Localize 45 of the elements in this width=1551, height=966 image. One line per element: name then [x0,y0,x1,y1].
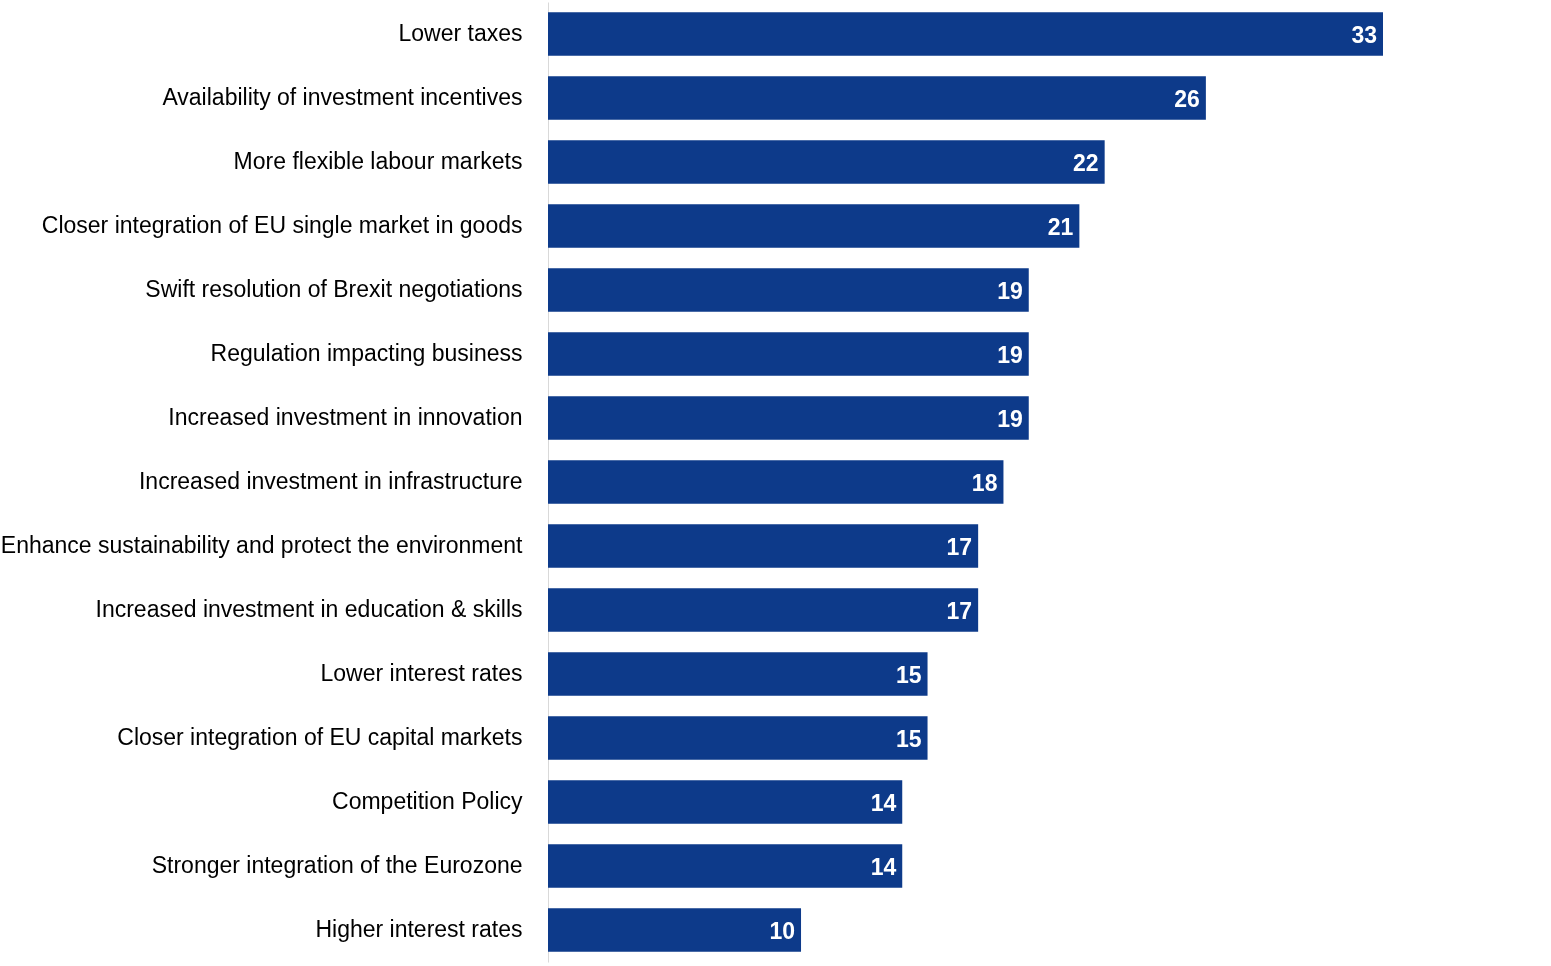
y-tick-label: Lower taxes [398,20,523,46]
bar [548,140,1105,184]
bar [548,12,1383,56]
data-label: 15 [895,662,922,688]
y-tick-label: Closer integration of EU single market in goods [41,212,523,238]
data-label: 17 [946,598,973,624]
data-label: 22 [1073,150,1099,176]
data-label: 19 [997,342,1023,368]
data-label: 21 [1047,214,1074,240]
data-label: 17 [946,534,973,560]
bar [548,332,1029,376]
bar [548,716,928,760]
bar [548,780,903,824]
data-label: 19 [997,406,1023,432]
y-tick-label: Regulation impacting business [210,340,523,366]
data-label: 14 [870,854,897,880]
y-tick-label: Swift resolution of Brexit negotiations [145,276,523,302]
y-tick-label: Availability of investment incentives [162,84,523,110]
y-tick-label: Lower interest rates [320,660,523,686]
data-label: 18 [971,470,998,496]
y-tick-label: Increased investment in education & skills [95,596,523,622]
data-label: 14 [870,790,897,816]
bar [548,844,903,888]
data-label: 26 [1174,86,1200,112]
data-label: 33 [1351,22,1377,48]
y-tick-label: Competition Policy [332,788,523,814]
y-tick-label: Increased investment in infrastructure [138,468,523,494]
y-tick-label: More flexible labour markets [233,148,523,174]
bar [548,460,1004,504]
bar [548,268,1029,312]
bar [548,588,979,632]
y-tick-label: Closer integration of EU capital markets [117,724,523,750]
y-tick-label: Higher interest rates [315,916,523,942]
y-tick-label: Enhance sustainability and protect the environment [0,532,524,558]
bar [548,396,1029,440]
data-label: 15 [895,726,922,752]
y-tick-label: Increased investment in innovation [168,404,523,430]
bar [548,524,979,568]
bar [548,76,1206,120]
bar [548,908,802,952]
data-label: 10 [769,918,796,944]
bar [548,652,928,696]
y-tick-label: Stronger integration of the Eurozone [151,852,523,878]
data-label: 19 [997,278,1023,304]
bar [548,204,1080,248]
